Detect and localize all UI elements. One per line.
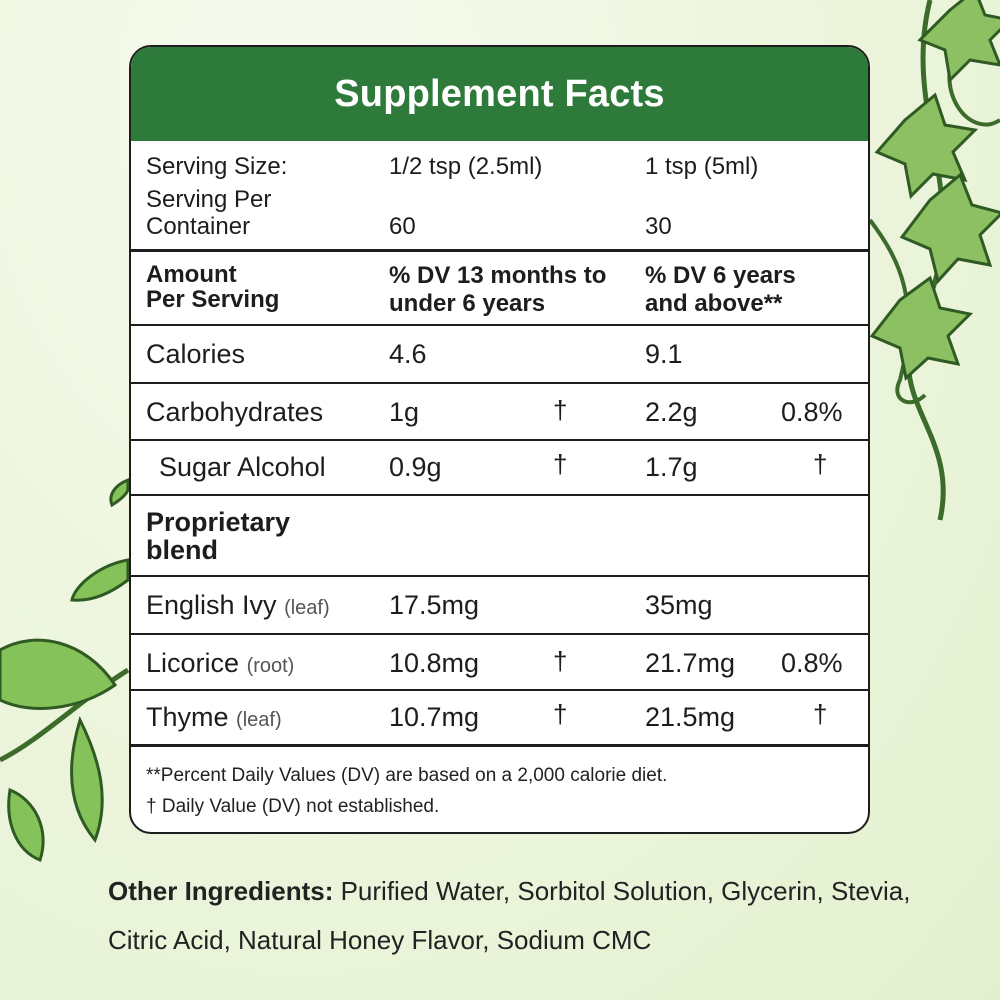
ingredient-part: (root) bbox=[246, 655, 295, 677]
serving-size-child: 1/2 tsp (2.5ml) bbox=[389, 153, 543, 180]
child-dv: † bbox=[553, 699, 568, 729]
table-row: English Ivy (leaf) 17.5mg 35mg bbox=[131, 577, 868, 635]
adult-amount: 35mg bbox=[645, 590, 713, 620]
child-dv-header-2: under 6 years bbox=[389, 290, 546, 317]
right-ivy-vine-icon bbox=[868, 0, 1000, 521]
child-amount: 1g bbox=[389, 397, 420, 427]
footnotes: **Percent Daily Values (DV) are based on… bbox=[146, 760, 667, 822]
adult-dv: † bbox=[813, 449, 828, 479]
child-amount: 10.7mg bbox=[389, 702, 480, 732]
other-ingredients: Other Ingredients: Purified Water, Sorbi… bbox=[108, 867, 948, 965]
adult-amount: 21.5mg bbox=[645, 702, 736, 732]
nutrient-name: Sugar Alcohol bbox=[159, 452, 326, 482]
adult-amount: 21.7mg bbox=[645, 648, 736, 678]
adult-dv-header-1: % DV 6 years bbox=[645, 262, 796, 289]
table-row: Thyme (leaf) 10.7mg † 21.5mg † bbox=[131, 691, 868, 747]
adult-amount: 2.2g bbox=[645, 397, 698, 427]
amount-header-2: Per Serving bbox=[146, 286, 280, 313]
column-header-row: Amount Per Serving % DV 13 months to und… bbox=[131, 252, 868, 326]
adult-dv: 0.8% bbox=[781, 648, 843, 678]
nutrient-name: Carbohydrates bbox=[146, 397, 324, 427]
table-row: Licorice (root) 10.8mg † 21.7mg 0.8% bbox=[131, 635, 868, 691]
adult-dv: † bbox=[813, 699, 828, 729]
table-row: Calories 4.6 9.1 bbox=[131, 326, 868, 384]
child-amount: 17.5mg bbox=[389, 590, 480, 620]
adult-amount: 9.1 bbox=[645, 339, 683, 369]
blend-title-2: blend bbox=[146, 535, 218, 565]
ingredient-name: English Ivy bbox=[146, 590, 277, 620]
supplement-facts-panel: Supplement Facts Serving Size: 1/2 tsp (… bbox=[129, 45, 870, 834]
amount-header-1: Amount bbox=[146, 261, 237, 288]
child-amount: 10.8mg bbox=[389, 648, 480, 678]
servings-per-container-child: 60 bbox=[389, 213, 416, 240]
ingredient-part: (leaf) bbox=[284, 597, 330, 619]
footnote-dagger: † Daily Value (DV) not established. bbox=[146, 796, 440, 817]
child-amount: 0.9g bbox=[389, 452, 442, 482]
serving-info-row: Serving Size: 1/2 tsp (2.5ml) 1 tsp (5ml… bbox=[131, 141, 868, 252]
adult-amount: 1.7g bbox=[645, 452, 698, 482]
servings-per-container-label-2: Container bbox=[146, 213, 251, 240]
servings-per-container-adult: 30 bbox=[645, 213, 672, 240]
serving-size-adult: 1 tsp (5ml) bbox=[645, 153, 759, 180]
panel-title: Supplement Facts bbox=[131, 47, 868, 141]
other-ingredients-label: Other Ingredients: bbox=[108, 876, 334, 906]
child-dv: † bbox=[553, 449, 568, 479]
ingredient-name: Thyme bbox=[146, 702, 229, 732]
child-dv: † bbox=[553, 646, 568, 676]
adult-dv: 0.8% bbox=[781, 397, 843, 427]
blend-title-1: Proprietary bbox=[146, 507, 291, 537]
other-ingredients-list: Purified Water, Sorbitol Solution, Glyce… bbox=[108, 876, 911, 955]
child-dv-header-1: % DV 13 months to bbox=[389, 262, 607, 289]
table-row: Sugar Alcohol 0.9g † 1.7g † bbox=[131, 441, 868, 496]
ingredient-part: (leaf) bbox=[236, 709, 282, 731]
nutrient-name: Calories bbox=[146, 339, 246, 369]
blend-header-row: Proprietary blend bbox=[131, 496, 868, 577]
serving-size-label: Serving Size: bbox=[146, 153, 288, 180]
left-leaf-branch-icon bbox=[0, 477, 130, 862]
servings-per-container-label-1: Serving Per bbox=[146, 186, 272, 213]
table-row: Carbohydrates 1g † 2.2g 0.8% bbox=[131, 384, 868, 441]
adult-dv-header-2: and above** bbox=[645, 290, 783, 317]
ingredient-name: Licorice bbox=[146, 648, 240, 678]
child-amount: 4.6 bbox=[389, 339, 427, 369]
footnote-dv-basis: **Percent Daily Values (DV) are based on… bbox=[146, 765, 668, 786]
child-dv: † bbox=[553, 395, 568, 425]
